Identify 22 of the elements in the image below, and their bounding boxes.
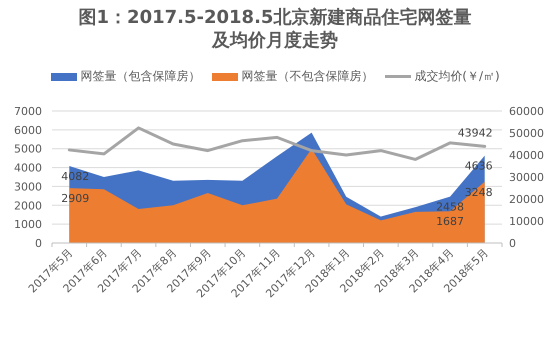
y-tick-label: 4000 <box>14 162 42 175</box>
chart-title: 图1：2017.5-2018.5北京新建商品住宅网签量及均价月度走势 <box>78 6 472 52</box>
y-tick-label: 5000 <box>14 142 42 156</box>
data-label: 43942 <box>458 126 493 140</box>
data-label: 1687 <box>436 215 464 228</box>
legend-label: 网签量（包含保障房） <box>80 69 200 83</box>
y2-tick-label: 10000 <box>509 215 544 228</box>
y2-tick-label: 0 <box>509 237 516 250</box>
y2-tick-label: 50000 <box>509 127 544 140</box>
y-tick-label: 2000 <box>14 199 42 212</box>
y2-tick-label: 60000 <box>509 105 544 118</box>
y2-tick-label: 30000 <box>509 171 544 184</box>
legend-label: 网签量（不包含保障房） <box>241 69 374 83</box>
y-tick-label: 0 <box>35 237 42 250</box>
y2-tick-label: 20000 <box>509 193 544 206</box>
y-tick-label: 7000 <box>14 105 42 118</box>
y-tick-label: 3000 <box>14 180 42 194</box>
data-label: 3248 <box>464 186 493 199</box>
legend-label: 成交均价(￥/㎡) <box>414 69 500 83</box>
y2-tick-label: 40000 <box>509 149 544 162</box>
y-tick-label: 6000 <box>14 124 42 137</box>
y-tick-label: 1000 <box>14 218 42 232</box>
